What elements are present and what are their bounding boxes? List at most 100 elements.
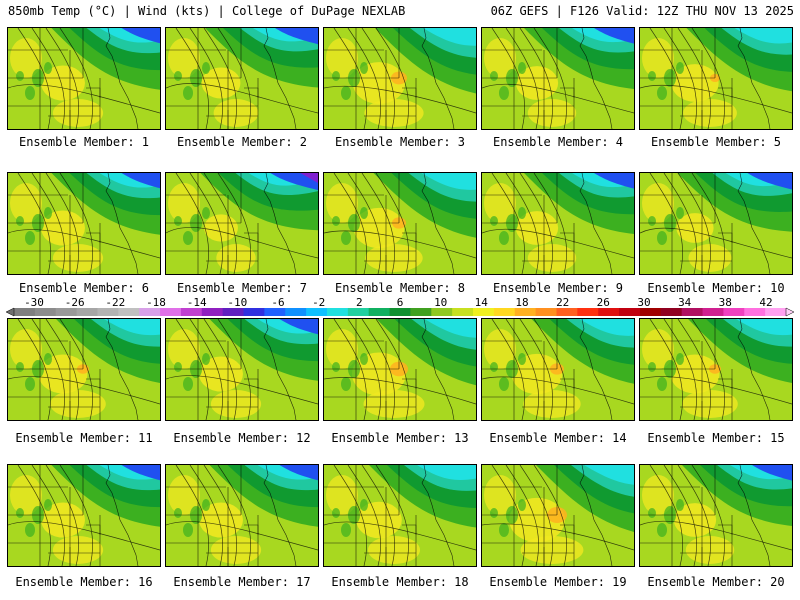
ensemble-member-label: Ensemble Member: 9 <box>492 281 624 295</box>
temperature-field <box>640 173 792 274</box>
colorbar-swatch <box>744 308 766 316</box>
temperature-field <box>166 465 318 566</box>
colorbar-tick-label: 34 <box>678 296 692 309</box>
temperature-field <box>8 173 160 274</box>
ensemble-member-map <box>481 27 635 130</box>
colorbar-tick-label: -26 <box>65 296 85 309</box>
colorbar-swatch <box>347 308 370 316</box>
colorbar-tick-label: 30 <box>637 296 650 309</box>
colorbar-swatch <box>180 308 203 316</box>
colorbar-tick-label: -2 <box>312 296 325 309</box>
temperature-field <box>166 173 318 274</box>
ensemble-member-map <box>639 318 793 421</box>
temperature-field <box>482 28 634 129</box>
colorbar-swatch <box>118 308 140 316</box>
colorbar-tick-label: 18 <box>515 296 528 309</box>
colorbar-tick-label: -30 <box>24 296 44 309</box>
colorbar-swatch <box>660 308 683 316</box>
ensemble-member-label: Ensemble Member: 3 <box>334 135 466 149</box>
colorbar-swatch <box>160 308 182 316</box>
colorbar-swatch <box>201 308 224 316</box>
ensemble-member-label: Ensemble Member: 2 <box>176 135 308 149</box>
ensemble-member-map <box>165 464 319 567</box>
ensemble-member-map <box>165 172 319 275</box>
ensemble-member-label: Ensemble Member: 18 <box>331 575 469 589</box>
colorbar-tick-label: 42 <box>759 296 772 309</box>
ensemble-member-label: Ensemble Member: 19 <box>489 575 627 589</box>
colorbar-tick-label: 2 <box>356 296 363 309</box>
ensemble-member-map <box>7 172 161 275</box>
ensemble-member-map <box>323 172 477 275</box>
colorbar-swatch <box>14 308 36 316</box>
temperature-field <box>8 465 160 566</box>
colorbar-tick-label: -18 <box>146 296 166 309</box>
ensemble-member-map <box>481 318 635 421</box>
colorbar-swatch <box>326 308 349 316</box>
header-title-left: 850mb Temp (°C) | Wind (kts) | College o… <box>8 4 406 18</box>
temperature-field <box>8 28 160 129</box>
colorbar-swatch <box>368 308 391 316</box>
colorbar-swatch <box>264 308 286 316</box>
colorbar-swatch <box>431 308 453 316</box>
ensemble-member-label: Ensemble Member: 13 <box>331 431 469 445</box>
colorbar-tick-label: 38 <box>719 296 732 309</box>
colorbar-swatch <box>243 308 265 316</box>
colorbar-swatch <box>723 308 745 316</box>
ensemble-member-map <box>323 27 477 130</box>
colorbar-swatch <box>577 308 599 316</box>
header-title-right: 06Z GEFS | F126 Valid: 12Z THU NOV 13 20… <box>490 4 794 18</box>
colorbar-tick-label: -6 <box>271 296 284 309</box>
temperature-field <box>640 28 792 129</box>
ensemble-member-label: Ensemble Member: 8 <box>334 281 466 295</box>
colorbar-tick-label: 10 <box>434 296 447 309</box>
ensemble-member-map <box>7 464 161 567</box>
colorbar-tick-label: 26 <box>597 296 610 309</box>
temperature-field <box>482 465 634 566</box>
colorbar-swatch <box>473 308 495 316</box>
ensemble-member-map <box>7 27 161 130</box>
colorbar-swatch <box>76 308 98 316</box>
ensemble-member-map <box>639 464 793 567</box>
colorbar-swatch <box>681 308 704 316</box>
colorbar-swatch <box>55 308 78 316</box>
colorbar-swatch <box>619 308 641 316</box>
colorbar-swatch <box>97 308 119 316</box>
colorbar-tick-label: -10 <box>227 296 247 309</box>
ensemble-member-label: Ensemble Member: 17 <box>173 575 311 589</box>
colorbar-tick-label: -14 <box>187 296 207 309</box>
temperature-field <box>640 319 792 420</box>
colorbar-tick-label: 6 <box>397 296 404 309</box>
temperature-field <box>324 319 476 420</box>
ensemble-member-map <box>165 27 319 130</box>
ensemble-member-label: Ensemble Member: 20 <box>647 575 785 589</box>
ensemble-member-map <box>481 464 635 567</box>
colorbar-swatch <box>34 308 57 316</box>
ensemble-member-label: Ensemble Member: 12 <box>173 431 311 445</box>
colorbar-swatch <box>139 308 161 316</box>
ensemble-member-label: Ensemble Member: 7 <box>176 281 308 295</box>
colorbar-tick-label: 22 <box>556 296 569 309</box>
colorbar-swatch <box>514 308 537 316</box>
colorbar-swatch <box>222 308 245 316</box>
colorbar-swatch <box>306 308 328 316</box>
colorbar-swatch <box>765 308 787 316</box>
ensemble-member-label: Ensemble Member: 10 <box>647 281 785 295</box>
ensemble-member-label: Ensemble Member: 4 <box>492 135 624 149</box>
temperature-field <box>482 173 634 274</box>
temperature-field <box>324 465 476 566</box>
temperature-field <box>8 319 160 420</box>
colorbar-swatch <box>410 308 432 316</box>
ensemble-member-label: Ensemble Member: 15 <box>647 431 785 445</box>
colorbar-swatch <box>452 308 474 316</box>
temperature-field <box>166 28 318 129</box>
ensemble-member-map <box>323 464 477 567</box>
ensemble-member-label: Ensemble Member: 11 <box>15 431 153 445</box>
ensemble-member-map <box>639 172 793 275</box>
colorbar-swatch <box>493 308 516 316</box>
colorbar-tick-label: -22 <box>105 296 125 309</box>
ensemble-member-map <box>481 172 635 275</box>
ensemble-member-map <box>7 318 161 421</box>
ensemble-member-map <box>165 318 319 421</box>
ensemble-member-map <box>323 318 477 421</box>
colorbar-swatch <box>285 308 307 316</box>
